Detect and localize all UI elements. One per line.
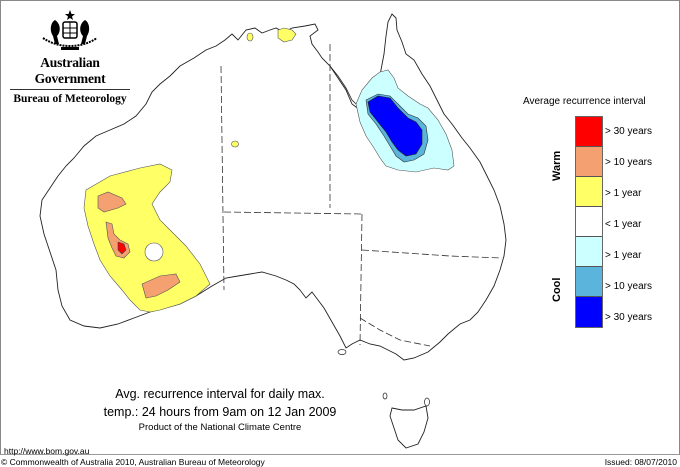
top-end-warm-patch-small — [246, 32, 254, 42]
map-caption-line2: temp.: 24 hours from 9am on 12 Jan 2009 — [103, 405, 337, 419]
legend-color-bar — [575, 116, 603, 328]
flinders-island — [424, 397, 430, 407]
legend-label-lt1: < 1 year — [605, 219, 642, 230]
kangaroo-island — [337, 349, 347, 355]
coat-of-arms-icon — [42, 10, 98, 50]
legend-title: Average recurrence interval — [523, 96, 646, 107]
legend-label-warm-gt10: > 10 years — [605, 157, 652, 168]
copyright-notice: © Commonwealth of Australia 2010, Austra… — [1, 457, 265, 467]
issued-date: Issued: 08/07/2010 — [604, 457, 677, 467]
legend-cool-label: Cool — [551, 277, 563, 302]
legend-label-cool-gt1: > 1 year — [605, 250, 642, 261]
map-caption-line1: Avg. recurrence interval for daily max. — [115, 387, 325, 401]
wa-warm-region-gt10yr-north — [97, 191, 127, 213]
legend-swatch-warm-gt10 — [576, 147, 602, 177]
legend-swatch-warm-gt30 — [576, 117, 602, 147]
central-warm-patch — [231, 140, 239, 148]
qld-cool-region-gt30yr — [367, 95, 423, 157]
legend-swatch-warm-gt1 — [576, 177, 602, 207]
product-credit: Product of the National Climate Centre — [138, 422, 302, 433]
tasmania-coastline — [389, 405, 429, 449]
website-link[interactable]: http://www.bom.gov.au — [4, 446, 90, 456]
state-borders — [220, 44, 503, 347]
agency-name: Bureau of Meteorology — [13, 93, 127, 105]
king-island — [382, 392, 388, 400]
legend-warm-label: Warm — [551, 150, 563, 181]
top-end-warm-patch-large — [277, 27, 297, 43]
legend-label-warm-gt1: > 1 year — [605, 188, 642, 199]
wa-normal-hole — [144, 242, 164, 262]
legend-swatch-cool-gt30 — [576, 297, 602, 327]
government-logo: Australian Government Bureau of Meteorol… — [8, 8, 132, 105]
legend-swatch-cool-gt10 — [576, 267, 602, 297]
wa-warm-region-gt30yr — [117, 241, 127, 255]
wa-warm-region-gt10yr-south — [141, 273, 181, 299]
government-name: Australian Government — [34, 55, 106, 86]
gulf-coastline — [329, 65, 357, 105]
legend-swatch-cool-gt1 — [576, 237, 602, 267]
legend-swatch-lt1 — [576, 207, 602, 237]
legend-label-warm-gt30: > 30 years — [605, 126, 652, 137]
legend-label-cool-gt30: > 30 years — [605, 312, 652, 323]
header-divider — [10, 89, 130, 90]
legend-label-cool-gt10: > 10 years — [605, 281, 652, 292]
